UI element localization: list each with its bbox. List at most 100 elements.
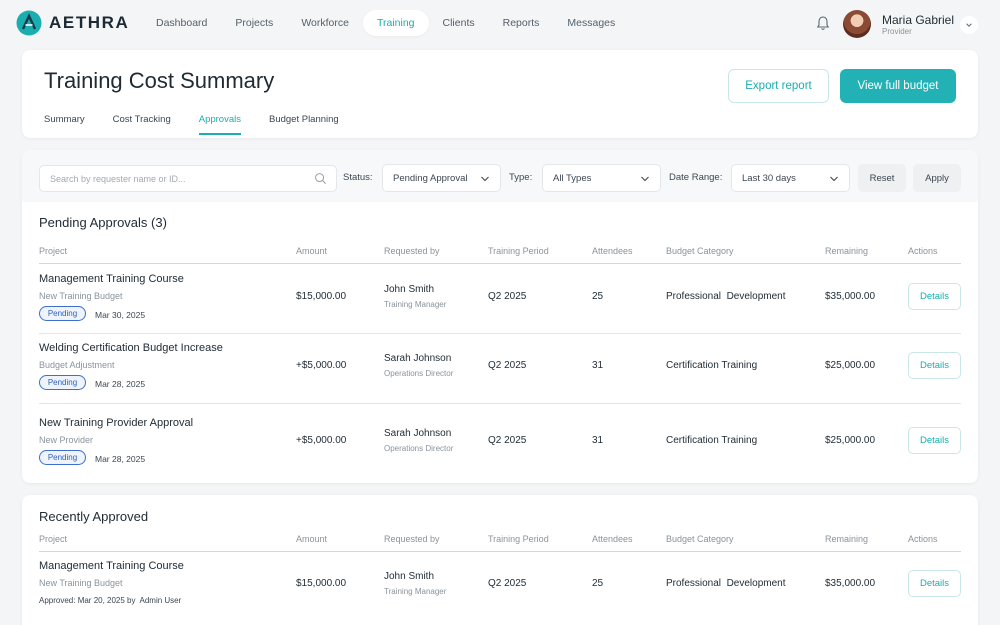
row-divider [39,333,961,334]
row-attendees: 31 [592,435,604,446]
header-card: Training Cost Summary Export report View… [22,50,978,138]
row-amount: +$5,000.00 [296,360,347,371]
tab-summary[interactable]: Summary [44,114,85,125]
type-filter-label: Type: [509,172,533,183]
filter-bar: Status: Pending Approval Type: All Types… [22,150,978,202]
col-remaining: Remaining [825,534,869,544]
details-button[interactable]: Details [908,283,961,310]
type-select-value: All Types [553,172,592,184]
tab-approvals[interactable]: Approvals [198,114,242,135]
row-divider [39,403,961,404]
row-subtitle: New Training Budget [39,578,123,588]
status-select[interactable]: Pending Approval [382,164,501,192]
tab-cost-tracking[interactable]: Cost Tracking [112,114,171,125]
col-actions: Actions [908,534,938,544]
page-title: Training Cost Summary [44,68,275,93]
chevron-down-icon [641,176,649,182]
search-icon[interactable] [314,172,327,185]
details-button[interactable]: Details [908,352,961,379]
row-remaining: $35,000.00 [825,578,876,589]
aethra-logo-icon [16,10,42,36]
status-badge: Pending [39,375,86,390]
row-requester-role: Training Manager [384,300,447,309]
search-box [39,165,337,192]
row-category: Certification Training [666,435,758,446]
reset-button[interactable]: Reset [858,164,906,192]
row-remaining: $35,000.00 [825,291,876,302]
nav-reports[interactable]: Reports [502,17,540,29]
row-title: Management Training Course [39,273,184,285]
brand-name: AETHRA [49,13,130,32]
header-divider [39,551,961,552]
bell-icon[interactable] [815,15,831,31]
row-attendees: 25 [592,291,604,302]
row-date: Mar 28, 2025 [95,454,146,464]
row-requester: John Smith [384,571,435,582]
chevron-down-icon [830,176,838,182]
row-requester: Sarah Johnson [384,353,452,364]
row-amount: $15,000.00 [296,291,347,302]
tab-budget-planning[interactable]: Budget Planning [268,114,339,125]
details-button[interactable]: Details [908,570,961,597]
col-attendees: Attendees [592,534,633,544]
search-input[interactable] [40,166,290,191]
row-category: Professional Development [666,578,786,589]
col-actions: Actions [908,246,938,256]
table-row[interactable]: Management Training Course New Training … [22,263,978,333]
nav-clients[interactable]: Clients [442,17,475,29]
col-training-period: Training Period [488,534,549,544]
col-budget-category: Budget Category [666,246,734,256]
apply-button[interactable]: Apply [913,164,961,192]
row-remaining: $25,000.00 [825,360,876,371]
nav-dashboard[interactable]: Dashboard [156,17,208,29]
col-requested-by: Requested by [384,246,440,256]
pending-approvals-card: Status: Pending Approval Type: All Types… [22,150,978,483]
row-category: Professional Development [666,291,786,302]
top-nav: AETHRA Dashboard Projects Workforce Trai… [0,0,1000,48]
row-requester: John Smith [384,284,435,295]
view-full-budget-button[interactable]: View full budget [840,69,956,103]
col-remaining: Remaining [825,246,869,256]
type-select[interactable]: All Types [542,164,661,192]
nav-training[interactable]: Training [362,10,429,36]
status-badge: Pending [39,450,86,465]
user-menu-button[interactable] [960,16,978,34]
nav-workforce[interactable]: Workforce [301,17,349,29]
export-report-button[interactable]: Export report [728,69,829,103]
col-requested-by: Requested by [384,534,440,544]
row-subtitle: New Training Budget [39,291,123,301]
nav-messages[interactable]: Messages [567,17,616,29]
col-amount: Amount [296,534,328,544]
avatar[interactable] [843,10,871,38]
details-button[interactable]: Details [908,427,961,454]
col-attendees: Attendees [592,246,633,256]
row-title: Management Training Course [39,560,184,572]
tab-bar: Summary Cost Tracking Approvals Budget P… [44,114,367,135]
row-remaining: $25,000.00 [825,435,876,446]
row-subtitle: Budget Adjustment [39,360,115,370]
user-name: Maria Gabriel [882,13,955,27]
row-title: New Training Provider Approval [39,417,194,429]
row-amount: $15,000.00 [296,578,347,589]
main-nav: Dashboard Projects Workforce Training Cl… [142,10,629,36]
row-title: Welding Certification Budget Increase [39,342,223,354]
row-date: Mar 30, 2025 [95,310,146,320]
col-project: Project [39,246,68,256]
approval-note: Approved: Mar 20, 2025 by Admin User [39,596,182,605]
row-category: Certification Training [666,360,758,371]
col-amount: Amount [296,246,328,256]
status-select-value: Pending Approval [393,172,468,184]
brand-logo[interactable]: AETHRA [16,10,129,36]
row-requester-role: Operations Director [384,444,454,453]
row-attendees: 31 [592,360,604,371]
table-row[interactable]: New Training Provider Approval New Provi… [22,403,978,483]
date-range-select[interactable]: Last 30 days [731,164,850,192]
row-requester: Sarah Johnson [384,428,452,439]
row-requester-role: Operations Director [384,369,454,378]
table-row[interactable]: Management Training Course New Training … [22,551,978,621]
nav-projects[interactable]: Projects [235,17,274,29]
chevron-down-icon [966,23,972,27]
date-range-value: Last 30 days [742,172,796,184]
row-period: Q2 2025 [488,578,527,589]
table-row[interactable]: Welding Certification Budget Increase Bu… [22,333,978,403]
